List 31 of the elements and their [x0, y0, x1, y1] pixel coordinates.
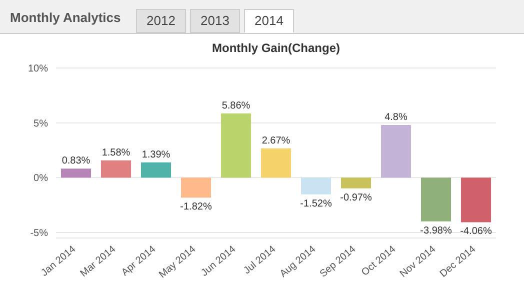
data-label: 1.58%	[102, 147, 130, 158]
bar	[421, 178, 451, 222]
tab: 2014	[244, 9, 294, 33]
bar	[221, 113, 251, 178]
data-label: 0.83%	[62, 156, 90, 167]
data-label: -1.52%	[300, 198, 332, 210]
data-label: 1.39%	[142, 149, 170, 160]
tab: 2012	[136, 9, 186, 33]
y-tick-label: 10%	[28, 64, 48, 75]
data-label: 2.67%	[262, 135, 290, 146]
tab: 2013	[190, 9, 240, 33]
data-label: 4.8%	[384, 112, 408, 124]
bar	[101, 160, 131, 178]
bar	[341, 178, 371, 188]
bar	[141, 162, 171, 178]
bar	[301, 178, 331, 194]
data-label: -1.82%	[180, 202, 212, 213]
y-tick-label: 0%	[34, 173, 48, 184]
bar	[381, 125, 411, 178]
bar	[261, 148, 291, 178]
y-tick-label: -5%	[30, 228, 48, 240]
bar	[181, 178, 211, 198]
y-tick-label: 5%	[34, 118, 48, 130]
chart-title: Monthly Gain(Change)	[212, 41, 340, 55]
bar	[61, 168, 91, 178]
bar	[461, 178, 491, 222]
text: Monthly Analytics	[10, 10, 121, 25]
data-label: -3.98%	[420, 225, 452, 236]
data-label: -4.06%	[460, 226, 492, 238]
data-label: -0.97%	[340, 192, 372, 204]
data-label: 5.86%	[222, 100, 250, 112]
